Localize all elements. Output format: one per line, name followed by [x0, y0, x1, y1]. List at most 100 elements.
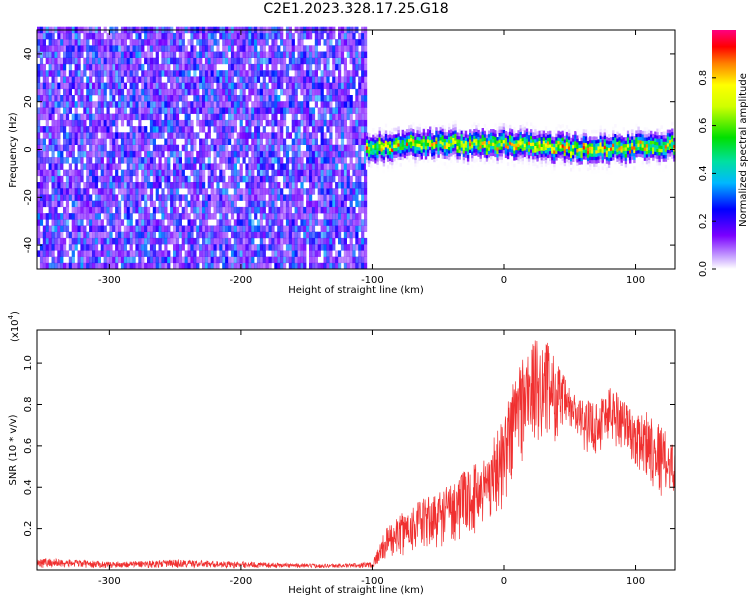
heatmap-cell: [563, 145, 567, 150]
heatmap-cell: [572, 134, 575, 139]
heatmap-cell: [118, 237, 122, 245]
heatmap-cell: [469, 136, 472, 140]
heatmap-cell: [152, 138, 156, 145]
heatmap-cell: [100, 188, 104, 195]
heatmap-cell: [326, 169, 330, 177]
heatmap-cell: [48, 175, 52, 183]
heatmap-cell: [349, 126, 353, 133]
heatmap-cell: [158, 250, 162, 257]
heatmap-cell: [553, 130, 556, 134]
heatmap-cell: [513, 150, 516, 154]
heatmap-cell: [222, 57, 226, 65]
heatmap-cell: [68, 213, 72, 220]
heatmap-cell: [280, 237, 284, 245]
heatmap-cell: [314, 138, 318, 145]
heatmap-cell: [314, 76, 318, 83]
heatmap-cell: [74, 138, 78, 145]
heatmap-cell: [429, 143, 432, 147]
heatmap-cell: [132, 76, 136, 83]
heatmap-cell: [132, 225, 136, 232]
heatmap-cell: [256, 138, 261, 145]
heatmap-cell: [437, 144, 440, 148]
heatmap-cell: [576, 145, 579, 150]
heatmap-cell: [513, 136, 516, 141]
heatmap-cell: [48, 32, 52, 40]
heatmap-cell: [515, 139, 518, 144]
heatmap-cell: [228, 88, 232, 96]
heatmap-cell: [71, 244, 75, 251]
heatmap-cell: [149, 107, 154, 114]
heatmap-cell: [204, 76, 209, 83]
heatmap-cell: [268, 225, 272, 232]
heatmap-cell: [277, 219, 281, 226]
heatmap-cell: [469, 139, 472, 143]
heatmap-cell: [86, 157, 90, 164]
heatmap-cell: [129, 70, 133, 77]
heatmap-cell: [490, 129, 493, 133]
heatmap-cell: [511, 129, 514, 133]
heatmap-cell: [149, 51, 154, 58]
heatmap-cell: [202, 163, 206, 170]
heatmap-cell: [233, 101, 237, 108]
heatmap-cell: [309, 132, 313, 139]
heatmap-cell: [584, 162, 588, 167]
heatmap-cell: [414, 149, 417, 154]
heatmap-cell: [300, 225, 304, 232]
heatmap-cell: [109, 213, 113, 220]
heatmap-cell: [228, 256, 232, 264]
heatmap-cell: [389, 150, 392, 155]
heatmap-cell: [414, 153, 417, 157]
heatmap-cell: [335, 138, 339, 145]
heatmap-cell: [54, 101, 58, 108]
heatmap-cell: [120, 51, 125, 58]
heatmap-cell: [431, 129, 434, 133]
heatmap-cell: [187, 262, 191, 270]
heatmap-cell: [349, 182, 353, 189]
heatmap-cell: [60, 175, 64, 183]
heatmap-cell: [317, 63, 321, 71]
heatmap-cell: [382, 139, 386, 144]
heatmap-cell: [83, 32, 87, 40]
heatmap-cell: [454, 133, 457, 138]
heatmap-cell: [450, 132, 453, 137]
heatmap-cell: [317, 150, 321, 158]
heatmap-cell: [178, 119, 182, 127]
heatmap-cell: [51, 175, 55, 183]
heatmap-cell: [358, 144, 362, 152]
heatmap-cell: [559, 138, 562, 142]
heatmap-cell: [346, 51, 350, 58]
heatmap-cell: [349, 107, 353, 114]
heatmap-cell: [471, 147, 474, 152]
heatmap-cell: [517, 160, 520, 164]
heatmap-cell: [207, 88, 211, 96]
heatmap-cell: [519, 131, 522, 136]
heatmap-cell: [395, 147, 398, 152]
heatmap-cell: [202, 51, 206, 58]
heatmap-cell: [210, 182, 214, 189]
heatmap-cell: [485, 127, 489, 132]
heatmap-cell: [274, 150, 278, 158]
heatmap-cell: [285, 225, 290, 232]
heatmap-cell: [248, 51, 252, 58]
heatmap-cell: [239, 95, 243, 102]
heatmap-cell: [343, 206, 347, 214]
heatmap-cell: [477, 153, 480, 157]
heatmap-cell: [443, 125, 447, 129]
heatmap-cell: [181, 32, 185, 40]
heatmap-cell: [285, 175, 290, 183]
heatmap-cell: [207, 231, 211, 239]
heatmap-cell: [71, 206, 75, 214]
heatmap-cell: [462, 156, 466, 161]
heatmap-cell: [83, 82, 87, 90]
heatmap-cell: [233, 231, 237, 239]
heatmap-cell: [288, 101, 292, 108]
heatmap-cell: [561, 137, 564, 141]
heatmap-cell: [277, 45, 281, 52]
heatmap-cell: [45, 132, 49, 139]
heatmap-cell: [54, 70, 58, 77]
heatmap-cell: [187, 250, 191, 257]
heatmap-cell: [271, 113, 275, 121]
heatmap-cell: [83, 200, 87, 208]
heatmap-cell: [115, 182, 119, 189]
heatmap-cell: [340, 237, 345, 245]
